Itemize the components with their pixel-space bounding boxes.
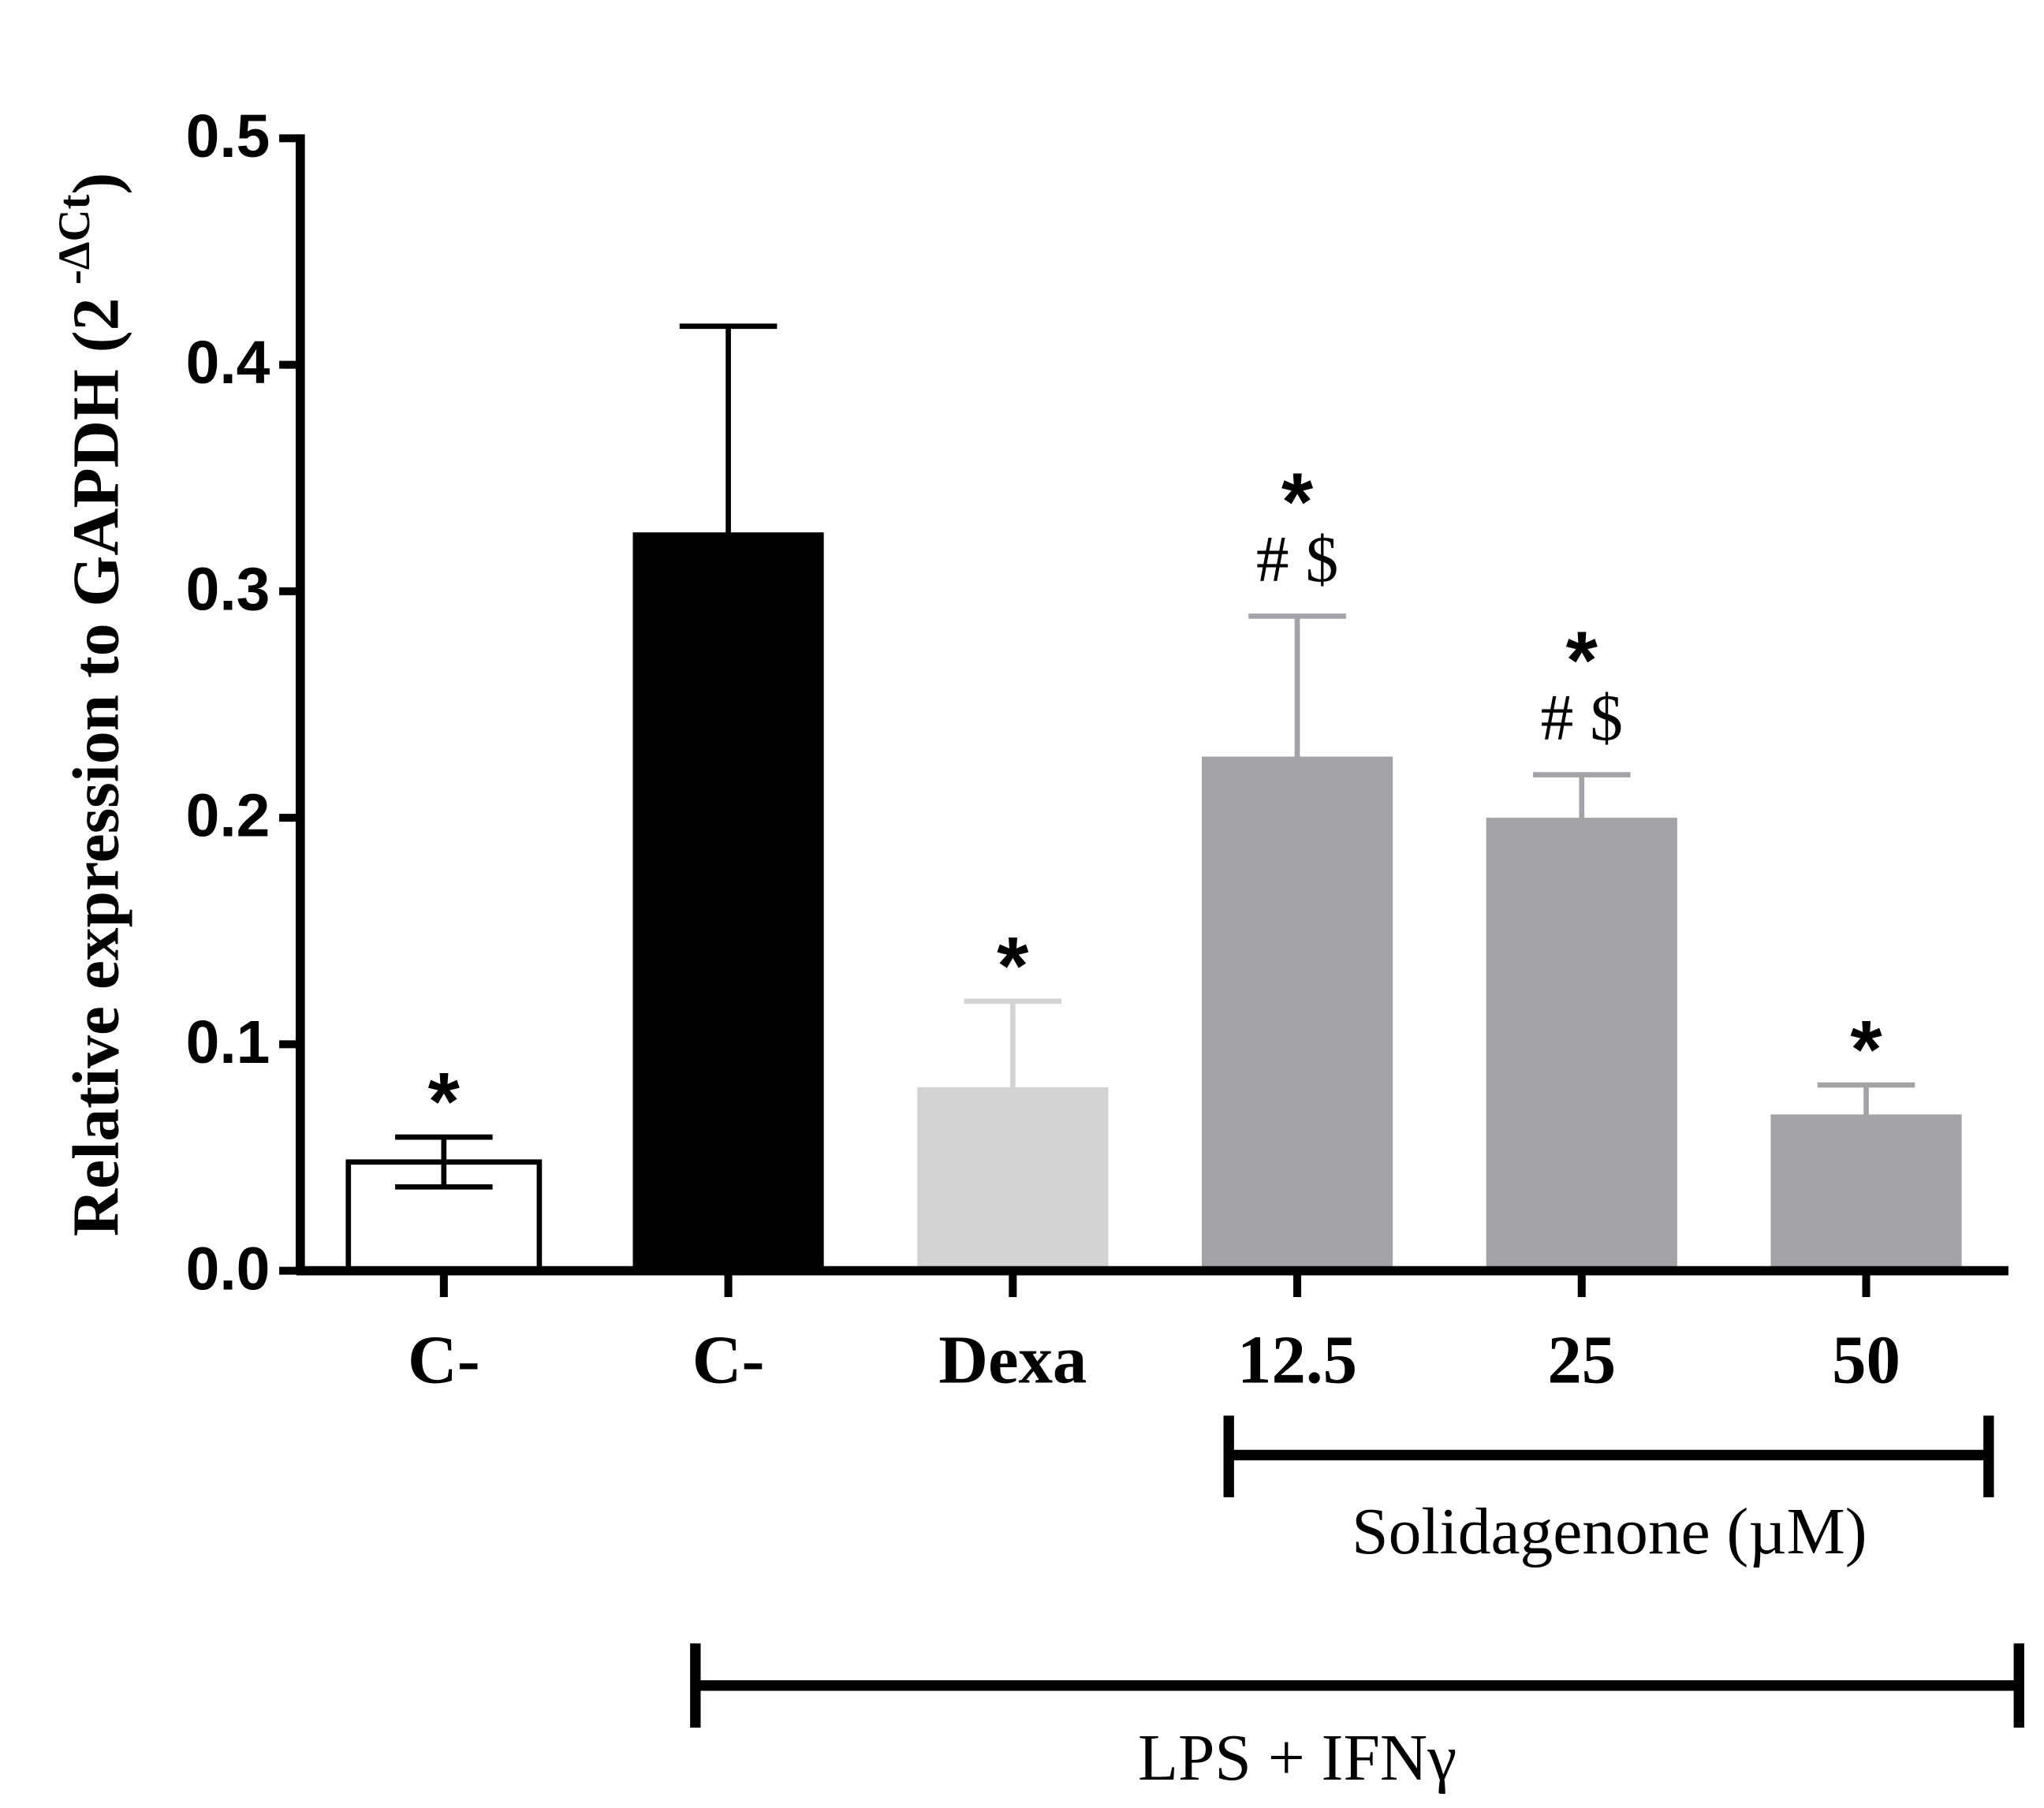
group-label: LPS + IFNγ (1138, 1722, 1457, 1795)
error-bar (1248, 613, 1346, 900)
error-bar (1817, 1082, 1915, 1147)
y-tick-label: 0.1 (186, 1008, 270, 1076)
significance-label: # $ (1256, 524, 1338, 596)
error-bar (395, 1134, 493, 1190)
x-tick-label: 12.5 (1237, 1322, 1357, 1397)
group-brackets (690, 1415, 2024, 1728)
y-axis-title: Relative expression to GAPDH (2 -ΔCt) (50, 173, 132, 1236)
error-bar (964, 998, 1062, 1176)
y-tick-label: 0.3 (186, 555, 270, 623)
error-bar (679, 323, 778, 741)
significance-label: * (428, 1056, 461, 1147)
y-tick-label: 0.2 (186, 782, 270, 850)
x-tick-label: 50 (1832, 1322, 1900, 1397)
significance-label: # $ (1541, 682, 1623, 755)
x-tick-label: C- (692, 1322, 765, 1397)
x-tick-label: C- (408, 1322, 480, 1397)
bar (1486, 818, 1677, 1271)
y-tick-label: 0.0 (186, 1235, 270, 1303)
y-tick-label: 0.4 (186, 329, 270, 397)
significance-label: * (1850, 1004, 1882, 1095)
x-tick-label: Dexa (938, 1322, 1087, 1397)
x-tick-label: 25 (1547, 1322, 1616, 1397)
error-bar (1532, 772, 1631, 864)
y-axis-title-superscript: -ΔCt (50, 194, 99, 284)
y-axis-title-main: Relative expression to GAPDH (2 (60, 298, 132, 1237)
significance-label: * (997, 919, 1029, 1011)
y-axis-title-end: ) (60, 173, 132, 195)
y-tick-label: 0.5 (186, 103, 270, 170)
significance-label: * (1281, 456, 1314, 547)
significance-label: * (1566, 614, 1598, 706)
group-label: Solidagenone (µM) (1352, 1496, 1867, 1568)
